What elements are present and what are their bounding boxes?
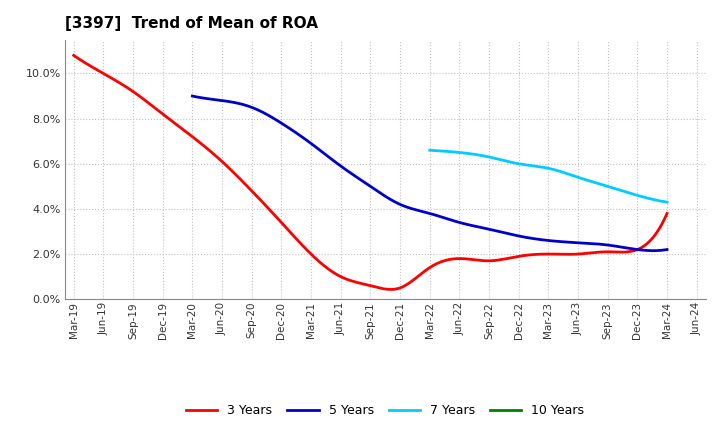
7 Years bbox=[426, 147, 434, 153]
3 Years bbox=[572, 252, 580, 257]
3 Years bbox=[71, 54, 80, 59]
7 Years bbox=[662, 199, 671, 205]
7 Years bbox=[566, 172, 575, 177]
5 Years bbox=[479, 225, 487, 231]
Text: [3397]  Trend of Mean of ROA: [3397] Trend of Mean of ROA bbox=[65, 16, 318, 32]
7 Years bbox=[641, 195, 649, 200]
7 Years bbox=[426, 148, 435, 153]
5 Years bbox=[471, 224, 480, 229]
5 Years bbox=[469, 223, 477, 228]
3 Years bbox=[609, 249, 618, 255]
5 Years bbox=[588, 241, 597, 246]
3 Years bbox=[425, 265, 433, 271]
Legend: 3 Years, 5 Years, 7 Years, 10 Years: 3 Years, 5 Years, 7 Years, 10 Years bbox=[186, 404, 585, 417]
Line: 7 Years: 7 Years bbox=[430, 150, 667, 202]
5 Years bbox=[618, 245, 627, 250]
3 Years bbox=[423, 267, 431, 272]
Line: 3 Years: 3 Years bbox=[73, 55, 667, 290]
5 Years bbox=[649, 248, 657, 253]
7 Years bbox=[567, 172, 575, 178]
7 Years bbox=[571, 174, 580, 179]
5 Years bbox=[662, 247, 671, 252]
7 Years bbox=[626, 191, 634, 196]
Line: 5 Years: 5 Years bbox=[192, 96, 667, 251]
3 Years bbox=[434, 260, 443, 265]
3 Years bbox=[387, 287, 395, 292]
3 Years bbox=[662, 211, 671, 216]
5 Years bbox=[189, 94, 198, 99]
3 Years bbox=[69, 53, 78, 58]
5 Years bbox=[188, 93, 197, 99]
